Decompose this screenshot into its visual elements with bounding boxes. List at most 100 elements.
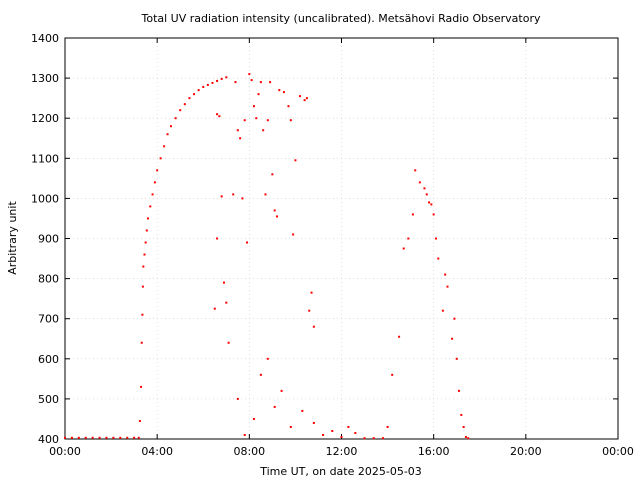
- data-point: [464, 435, 467, 438]
- data-point: [308, 309, 311, 312]
- y-ticks: 400 500 600 700 800 900 1000 1100 1200 1300 1400: [31, 32, 618, 446]
- data-point: [236, 397, 239, 400]
- data-point: [138, 419, 141, 422]
- data-point: [455, 357, 458, 360]
- data-point: [381, 437, 384, 440]
- data-points: [64, 73, 470, 440]
- data-point: [232, 193, 235, 196]
- y-tick-label: 600: [38, 353, 59, 366]
- data-point: [243, 119, 246, 122]
- data-point: [289, 425, 292, 428]
- data-point: [141, 285, 144, 288]
- data-point: [354, 431, 357, 434]
- data-point: [143, 253, 146, 256]
- data-point: [112, 436, 115, 439]
- data-point: [322, 433, 325, 436]
- data-point: [166, 133, 169, 136]
- data-point: [262, 129, 265, 132]
- data-point: [444, 273, 447, 276]
- data-point: [305, 97, 308, 100]
- data-point: [91, 436, 94, 439]
- data-point: [243, 433, 246, 436]
- y-tick-label: 1200: [31, 112, 59, 125]
- data-point: [151, 193, 154, 196]
- data-point: [225, 301, 228, 304]
- y-tick-label: 900: [38, 233, 59, 246]
- data-point: [273, 209, 276, 212]
- data-point: [218, 115, 221, 118]
- data-point: [386, 425, 389, 428]
- y-axis-label: Arbitrary unit: [6, 201, 19, 275]
- data-point: [451, 337, 454, 340]
- data-point: [259, 373, 262, 376]
- data-point: [372, 437, 375, 440]
- data-point: [340, 435, 343, 438]
- y-tick-label: 400: [38, 433, 59, 446]
- data-point: [169, 125, 172, 128]
- data-point: [246, 241, 249, 244]
- data-point: [269, 81, 272, 84]
- data-point: [407, 237, 410, 240]
- data-point: [347, 425, 350, 428]
- data-point: [462, 425, 465, 428]
- data-point: [146, 217, 149, 220]
- data-point: [458, 389, 461, 392]
- data-point: [430, 203, 433, 206]
- x-tick-label: 12:00: [326, 445, 358, 458]
- data-point: [126, 436, 129, 439]
- x-tick-label: 00:00: [49, 445, 81, 458]
- data-point: [299, 95, 302, 98]
- x-tick-label: 08:00: [233, 445, 265, 458]
- data-point: [163, 145, 166, 148]
- data-point: [418, 181, 421, 184]
- y-tick-label: 1400: [31, 32, 59, 45]
- data-point: [84, 436, 87, 439]
- data-point: [266, 119, 269, 122]
- data-point: [255, 117, 258, 120]
- x-tick-label: 00:00: [602, 445, 634, 458]
- data-point: [216, 237, 219, 240]
- data-point: [188, 97, 191, 100]
- data-point: [289, 119, 292, 122]
- data-point: [179, 109, 182, 112]
- data-point: [159, 157, 162, 160]
- y-tick-label: 700: [38, 313, 59, 326]
- data-point: [241, 197, 244, 200]
- data-point: [282, 91, 285, 94]
- data-point: [220, 77, 223, 80]
- y-tick-label: 500: [38, 393, 59, 406]
- data-point: [216, 113, 219, 116]
- data-point: [70, 436, 73, 439]
- data-point: [252, 105, 255, 108]
- data-point: [140, 341, 143, 344]
- data-point: [220, 195, 223, 198]
- data-point: [280, 389, 283, 392]
- data-point: [259, 81, 262, 84]
- data-point: [183, 103, 186, 106]
- data-point: [271, 173, 274, 176]
- data-point: [144, 241, 147, 244]
- x-tick-label: 16:00: [418, 445, 450, 458]
- y-tick-label: 1300: [31, 72, 59, 85]
- data-point: [64, 436, 66, 439]
- x-tick-label: 04:00: [141, 445, 173, 458]
- data-point: [292, 233, 295, 236]
- data-point: [141, 313, 144, 316]
- data-point: [312, 421, 315, 424]
- data-point: [294, 159, 297, 162]
- data-point: [225, 76, 228, 79]
- data-point: [252, 417, 255, 420]
- data-point: [142, 265, 145, 268]
- data-point: [248, 73, 251, 76]
- data-point: [278, 89, 281, 92]
- x-ticks: 00:00 04:00 08:00 12:00 16:00 20:00 00:00: [49, 38, 634, 458]
- y-tick-label: 800: [38, 273, 59, 286]
- data-point: [310, 291, 313, 294]
- data-point: [211, 81, 214, 84]
- data-point: [140, 385, 143, 388]
- data-point: [398, 335, 401, 338]
- data-point: [197, 89, 200, 92]
- data-point: [98, 436, 101, 439]
- data-point: [206, 83, 209, 86]
